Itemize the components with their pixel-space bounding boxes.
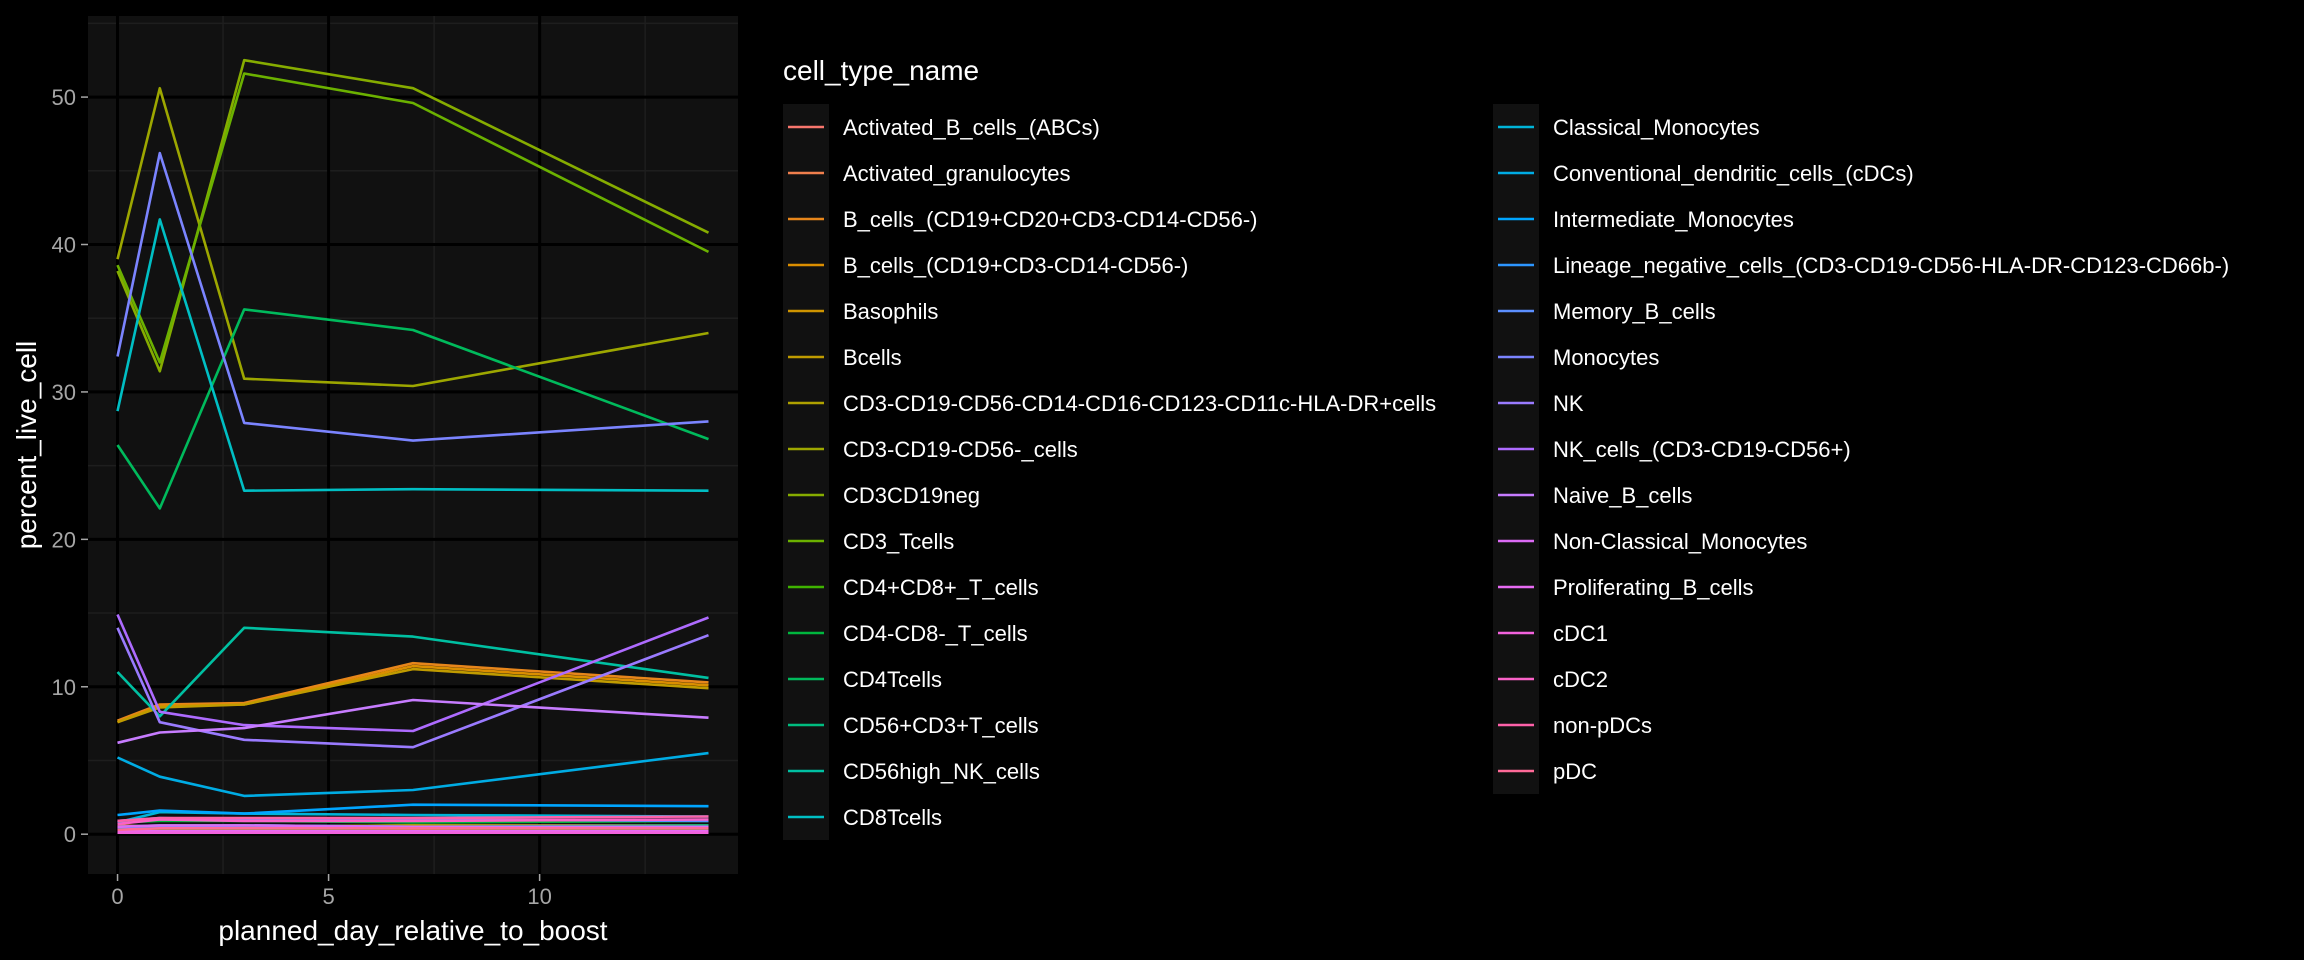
series-line xyxy=(116,86,709,388)
y-tick-label: 30 xyxy=(52,380,76,405)
y-tick-label: 50 xyxy=(52,85,76,110)
legend-label: CD56high_NK_cells xyxy=(843,759,1040,784)
legend-label: B_cells_(CD19+CD3-CD14-CD56-) xyxy=(843,253,1188,278)
x-tick-label: 10 xyxy=(527,884,551,909)
legend-label: Proliferating_B_cells xyxy=(1553,575,1754,600)
legend-label: CD56+CD3+T_cells xyxy=(843,713,1039,738)
legend-label: CD3-CD19-CD56-_cells xyxy=(843,437,1078,462)
y-tick-label: 40 xyxy=(52,233,76,258)
y-tick-label: 0 xyxy=(64,822,76,847)
series-line xyxy=(116,626,709,718)
legend-label: Conventional_dendritic_cells_(cDCs) xyxy=(1553,161,1914,186)
legend-label: Naive_B_cells xyxy=(1553,483,1692,508)
legend-label: CD4+CD8+_T_cells xyxy=(843,575,1039,600)
series-line xyxy=(116,58,710,373)
legend-label: cDC2 xyxy=(1553,667,1608,692)
legend-label: Basophils xyxy=(843,299,938,324)
legend-label: Monocytes xyxy=(1553,345,1659,370)
series-line xyxy=(117,824,709,829)
legend-label: Classical_Monocytes xyxy=(1553,115,1760,140)
series-line xyxy=(116,72,710,364)
series-line xyxy=(116,308,709,510)
legend-label: Memory_B_cells xyxy=(1553,299,1716,324)
axes: 0 5 10 0 10 20 30 40 50 xyxy=(52,85,552,909)
y-axis-title: percent_live_cell xyxy=(11,341,42,550)
series-line xyxy=(116,751,709,798)
series-line xyxy=(117,667,709,724)
x-tick-label: 5 xyxy=(322,884,334,909)
series-line xyxy=(117,818,709,826)
legend-label: non-pDCs xyxy=(1553,713,1652,738)
y-tick-label: 20 xyxy=(52,527,76,552)
legend-label: CD4-CD8-_T_cells xyxy=(843,621,1028,646)
legend-label: Activated_B_cells_(ABCs) xyxy=(843,115,1100,140)
series-line xyxy=(116,218,709,493)
legend-label: Intermediate_Monocytes xyxy=(1553,207,1794,232)
legend-label: NK xyxy=(1553,391,1584,416)
legend: cell_type_name Activated_B_cells_(ABCs)A… xyxy=(783,55,2229,840)
series-line xyxy=(116,151,709,442)
series-line xyxy=(117,803,709,817)
legend-label: CD3_Tcells xyxy=(843,529,954,554)
legend-label: Lineage_negative_cells_(CD3-CD19-CD56-HL… xyxy=(1553,253,2229,278)
legend-title: cell_type_name xyxy=(783,55,979,86)
legend-label: Activated_granulocytes xyxy=(843,161,1070,186)
legend-label: CD3CD19neg xyxy=(843,483,980,508)
series-line xyxy=(117,698,709,745)
legend-label: NK_cells_(CD3-CD19-CD56+) xyxy=(1553,437,1851,462)
legend-label: cDC1 xyxy=(1553,621,1608,646)
legend-label: B_cells_(CD19+CD20+CD3-CD14-CD56-) xyxy=(843,207,1257,232)
x-axis-title: planned_day_relative_to_boost xyxy=(218,915,607,946)
legend-label: CD3-CD19-CD56-CD14-CD16-CD123-CD11c-HLA-… xyxy=(843,391,1436,416)
legend-label: Non-Classical_Monocytes xyxy=(1553,529,1807,554)
x-tick-label: 0 xyxy=(111,884,123,909)
legend-label: CD4Tcells xyxy=(843,667,942,692)
legend-label: Bcells xyxy=(843,345,902,370)
series-line xyxy=(116,613,709,733)
legend-label: CD8Tcells xyxy=(843,805,942,830)
series-line xyxy=(117,826,709,832)
series-line xyxy=(116,627,709,749)
series-line xyxy=(117,815,709,823)
legend-items: Activated_B_cells_(ABCs) Activated_granul… xyxy=(783,104,2229,840)
legend-label: pDC xyxy=(1553,759,1597,784)
series-lines xyxy=(116,58,710,835)
series-line xyxy=(117,661,709,722)
y-tick-label: 10 xyxy=(52,675,76,700)
